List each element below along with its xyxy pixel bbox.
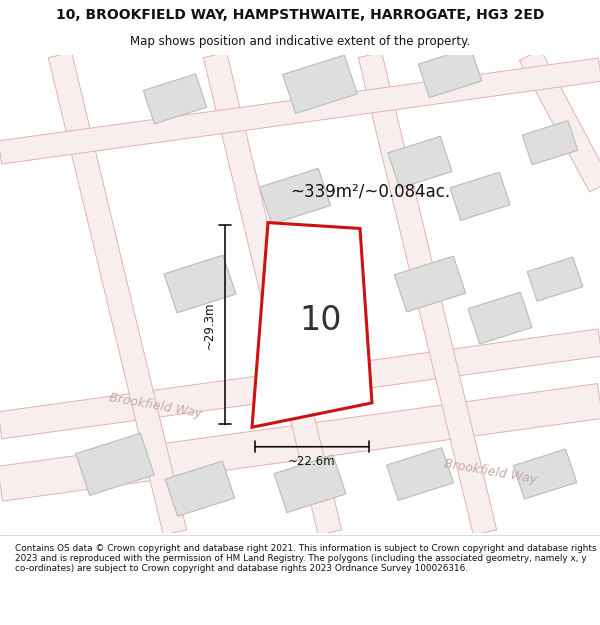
Polygon shape — [394, 256, 466, 312]
Polygon shape — [522, 121, 578, 165]
Polygon shape — [203, 52, 341, 535]
Polygon shape — [520, 49, 600, 192]
Polygon shape — [418, 48, 482, 98]
Polygon shape — [358, 52, 497, 535]
Polygon shape — [0, 329, 600, 439]
Polygon shape — [527, 257, 583, 301]
Text: ~339m²/~0.084ac.: ~339m²/~0.084ac. — [290, 182, 450, 201]
Polygon shape — [76, 433, 154, 496]
Polygon shape — [0, 58, 600, 164]
Polygon shape — [252, 222, 372, 428]
Text: Brookfield Way: Brookfield Way — [443, 458, 538, 487]
Polygon shape — [259, 168, 331, 224]
Text: Map shows position and indicative extent of the property.: Map shows position and indicative extent… — [130, 35, 470, 48]
Text: ~22.6m: ~22.6m — [288, 455, 336, 468]
Text: 10: 10 — [300, 304, 342, 337]
Text: Brookfield Way: Brookfield Way — [107, 391, 202, 421]
Text: 10, BROOKFIELD WAY, HAMPSTHWAITE, HARROGATE, HG3 2ED: 10, BROOKFIELD WAY, HAMPSTHWAITE, HARROG… — [56, 8, 544, 22]
Text: Contains OS data © Crown copyright and database right 2021. This information is : Contains OS data © Crown copyright and d… — [15, 544, 596, 573]
Polygon shape — [388, 136, 452, 188]
Polygon shape — [283, 55, 358, 114]
Polygon shape — [143, 74, 207, 124]
Polygon shape — [164, 255, 236, 312]
Polygon shape — [450, 173, 510, 221]
Polygon shape — [274, 455, 346, 512]
Polygon shape — [165, 461, 235, 516]
Polygon shape — [513, 449, 577, 499]
Polygon shape — [0, 384, 600, 501]
Polygon shape — [468, 292, 532, 344]
Text: ~29.3m: ~29.3m — [203, 301, 215, 349]
Polygon shape — [49, 52, 187, 535]
Polygon shape — [386, 448, 454, 501]
